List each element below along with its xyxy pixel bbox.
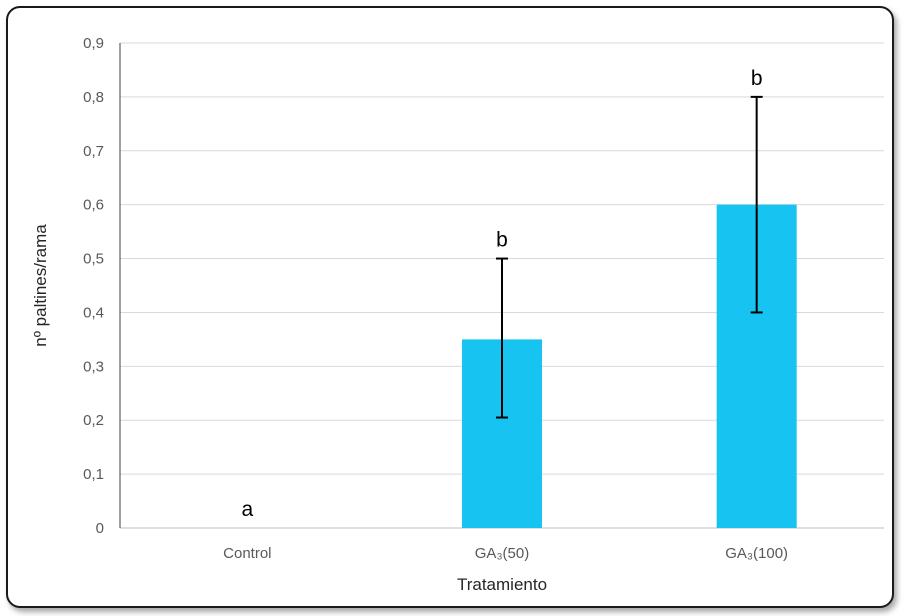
- x-tick-label: Control: [223, 545, 271, 562]
- y-tick-label: 0,9: [83, 35, 104, 52]
- x-tick-label: GA₃(50): [475, 545, 529, 562]
- y-tick-label: 0,1: [83, 466, 104, 483]
- y-tick-label: 0,5: [83, 251, 104, 268]
- x-tick-labels: Control GA₃(50) GA₃(100): [223, 545, 788, 562]
- significance-label: b: [496, 229, 508, 252]
- y-tick-label: 0,2: [83, 412, 104, 429]
- significance-labels: a b b: [241, 67, 762, 521]
- y-tick-label: 0,4: [83, 304, 104, 321]
- significance-label: b: [751, 67, 763, 90]
- y-tick-label: 0,6: [83, 197, 104, 214]
- y-axis-title: nº paltines/rama: [31, 224, 50, 347]
- significance-label: a: [241, 498, 253, 521]
- y-tick-label: 0,7: [83, 143, 104, 160]
- x-axis-title: Tratamiento: [457, 575, 547, 594]
- y-tick-label: 0,8: [83, 89, 104, 106]
- y-tick-label: 0: [96, 520, 104, 537]
- y-tick-labels: 0 0,1 0,2 0,3 0,4 0,5 0,6 0,7 0,8 0,9: [83, 35, 104, 537]
- chart-frame: 0 0,1 0,2 0,3 0,4 0,5 0,6 0,7 0,8 0,9 a b b Control…: [6, 6, 894, 608]
- y-tick-label: 0,3: [83, 358, 104, 375]
- bar-chart: 0 0,1 0,2 0,3 0,4 0,5 0,6 0,7 0,8 0,9 a b b Control…: [31, 35, 884, 594]
- error-bars: [496, 95, 763, 419]
- x-tick-label: GA₃(100): [725, 545, 788, 562]
